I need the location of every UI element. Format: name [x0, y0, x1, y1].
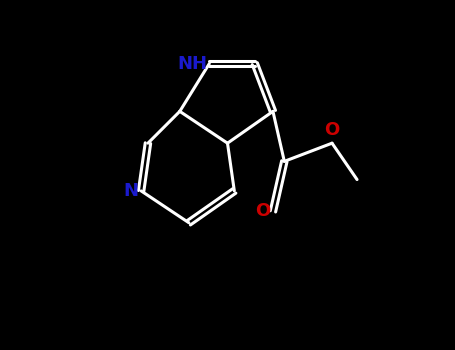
Text: N: N [124, 182, 139, 200]
Text: O: O [324, 121, 340, 139]
Text: NH: NH [177, 55, 207, 73]
Text: O: O [255, 202, 271, 220]
